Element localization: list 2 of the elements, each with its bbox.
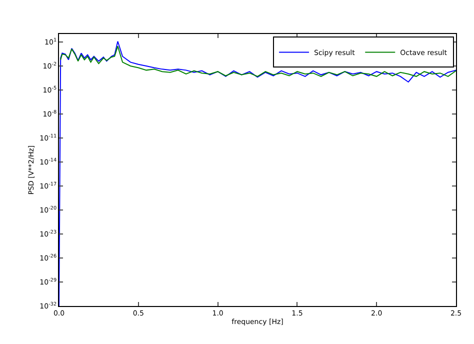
line-series [59,40,456,306]
line-series [60,46,456,77]
